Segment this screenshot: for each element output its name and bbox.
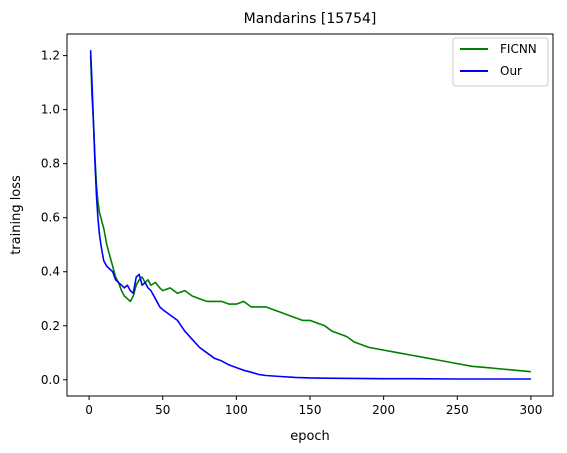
legend: FICNN Our <box>452 37 549 87</box>
series-line-our <box>89 50 531 380</box>
y-axis: 0.0 0.2 0.4 0.6 0.8 1.0 1.2 <box>41 49 67 387</box>
x-axis-title: epoch <box>290 429 330 444</box>
x-tick-label: 0 <box>85 403 93 417</box>
series-line-ficnn <box>89 55 531 373</box>
x-axis: 0 50 100 150 200 250 300 <box>85 396 542 417</box>
y-tick-label: 0.6 <box>41 211 60 225</box>
legend-label-ficnn: FICNN <box>500 42 537 56</box>
y-tick-label: 1.0 <box>41 103 60 117</box>
x-tick-label: 300 <box>519 403 542 417</box>
x-tick-label: 250 <box>446 403 469 417</box>
x-tick-label: 200 <box>372 403 395 417</box>
y-axis-title: training loss <box>9 175 24 255</box>
y-tick-label: 0.2 <box>41 319 60 333</box>
y-tick-label: 0.8 <box>41 157 60 171</box>
x-tick-label: 100 <box>225 403 248 417</box>
legend-label-our: Our <box>500 64 522 78</box>
y-tick-label: 0.4 <box>41 265 60 279</box>
y-tick-label: 0.0 <box>41 373 60 387</box>
chart-title: Mandarins [15754] <box>244 11 377 27</box>
plot-area <box>66 33 554 397</box>
series-lines <box>89 50 531 380</box>
x-tick-label: 150 <box>299 403 322 417</box>
x-tick-label: 50 <box>155 403 170 417</box>
y-tick-label: 1.2 <box>41 49 60 63</box>
